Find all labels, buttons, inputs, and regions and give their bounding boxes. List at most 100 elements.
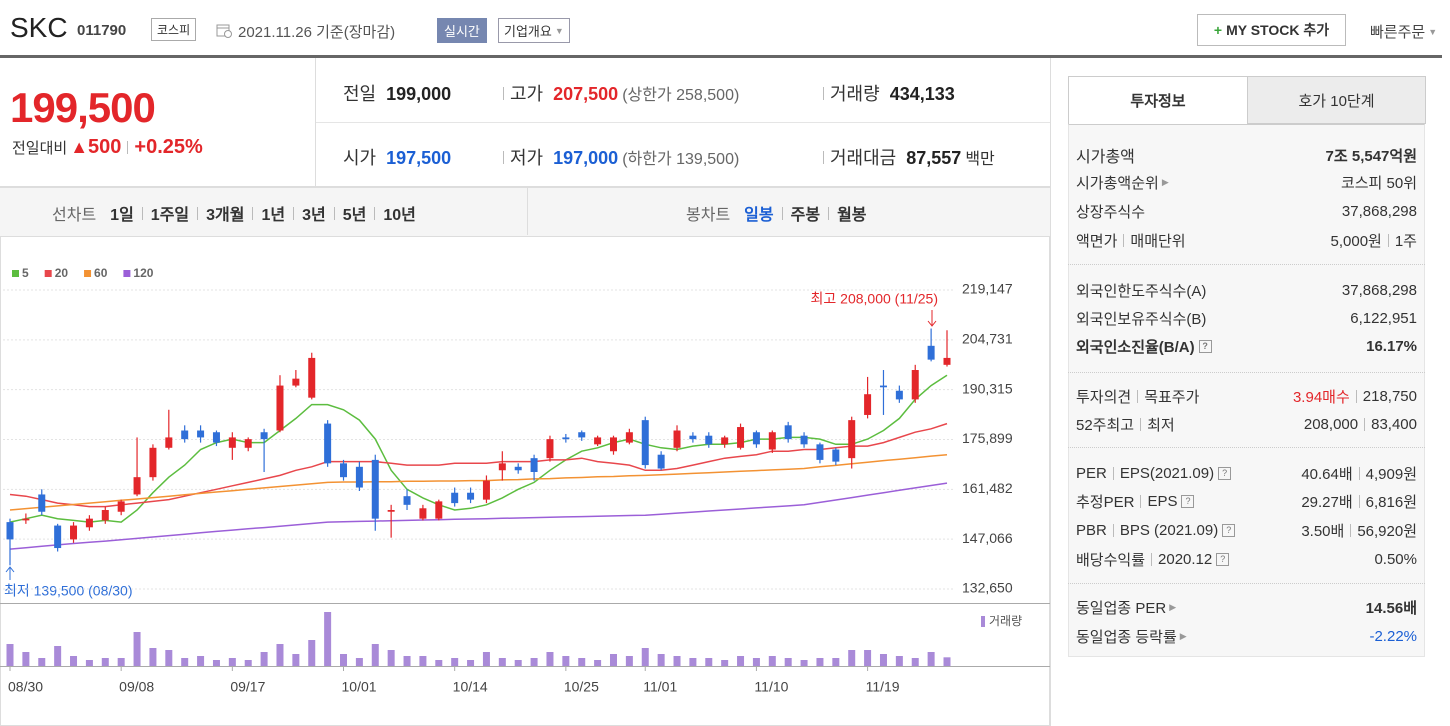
x-tick-label: 08/30 [8,679,43,695]
label: 액면가 [1076,233,1118,250]
high-annotation: 최고 208,000 (11/25) [811,291,938,307]
volume-bar [165,650,173,666]
label-group[interactable]: 동일업종 PER ▶ [1076,597,1176,618]
label: 전일 [343,84,377,104]
change-label: 전일대비 [12,140,68,157]
change-line: 전일대비 ▲ 500 +0.25% [12,136,203,159]
volume-bar [768,656,776,666]
quick-order-label: 빠른주문 [1370,24,1426,41]
label-group: 액면가 매매단위 [1076,230,1186,251]
label-group[interactable]: 동일업종 등락률 ▶ [1076,626,1187,647]
period-button[interactable]: 1주일 [150,207,190,224]
realtime-badge[interactable]: 실시간 [437,18,487,43]
quick-order[interactable]: 빠른주문 ▼ [1370,21,1437,42]
volume-bar [737,656,745,666]
help-icon[interactable]: ? [1218,467,1232,480]
mystock-button[interactable]: + MY STOCK 추가 [1197,14,1346,46]
period-button[interactable]: 10년 [383,207,416,224]
period-button[interactable]: 1년 [261,207,286,224]
chart-toolbar [0,187,1050,237]
separator [1137,390,1139,403]
candle-body [911,370,919,400]
volume-bar [387,650,395,666]
company-label: 기업개요 [504,24,552,39]
volume-bar [244,660,252,666]
company-button[interactable]: 기업개요 ▼ [498,18,570,43]
volume-bar [324,612,332,666]
value-group: 208,000 83,400 [1304,414,1417,435]
info-row: 시가총액순위 ▶ 코스피 50위 [1076,172,1417,193]
volume-bar [292,654,300,666]
current-price: 199,500 [10,84,156,131]
volume-bar [546,652,554,666]
candle-body [625,432,633,443]
candle-body [435,501,443,519]
value-group: 40.64배 4,909원 [1301,463,1417,484]
period-button[interactable]: 일봉 [744,207,774,224]
candle-body [54,525,62,549]
legend-label: 20 [55,266,69,280]
label-group: 52주최고 최저 [1076,414,1175,435]
help-icon[interactable]: ? [1222,524,1236,537]
moving-average-line [9,422,948,508]
period-button[interactable]: 3년 [302,207,326,224]
volume-bar [260,652,268,666]
period-button[interactable]: 주봉 [790,207,821,224]
label-group[interactable]: 시가총액순위 ▶ [1076,172,1169,193]
mystock-label: MY STOCK 추가 [1226,22,1330,38]
candle-body [228,437,236,448]
dropdown-icon: ▼ [554,25,564,36]
help-icon[interactable]: ? [1216,553,1230,566]
candle-body [292,378,300,386]
label: 시가총액 [1076,149,1135,166]
separator [293,206,295,220]
separator [823,87,824,100]
legend-swatch [84,270,92,277]
label: 배당수익률 [1076,552,1146,569]
value: 218,750 [1362,388,1417,405]
period-button[interactable]: 월봉 [837,207,867,224]
candle-body [562,437,570,440]
volume-bar [435,660,443,666]
candle-body [324,423,332,464]
volume-bar [85,660,93,666]
separator [1358,495,1360,508]
tab-selected[interactable]: 투자정보 [1068,76,1248,124]
candle-body [165,437,173,448]
x-tick-label: 09/17 [230,679,265,695]
x-tick-label: 10/25 [564,679,599,695]
y-tick-label: 219,147 [962,281,1013,297]
value: 40.64배 [1301,466,1353,483]
volume-bar [419,656,427,666]
separator [1151,553,1153,566]
label: 외국인한도주식수(A) [1076,283,1207,300]
x-tick-label: 11/01 [643,679,677,695]
date-text: 2021.11.26 기준(장마감) [238,24,396,41]
candle-body [514,466,522,471]
section-divider [1068,264,1425,265]
label: 목표주가 [1144,389,1200,406]
tab[interactable]: 호가 10단계 [1247,76,1426,124]
help-icon[interactable]: ? [1181,495,1195,508]
volume-bar [816,658,824,666]
period-button[interactable]: 3개월 [206,207,245,224]
candle-body [387,510,395,512]
candle-body [737,427,745,448]
volume-bar [752,658,760,666]
period-button[interactable]: 5년 [342,207,367,224]
value: 434,133 [889,84,955,104]
volume-bar [784,658,792,666]
candle-body [6,522,14,540]
volume-bar [355,658,363,666]
volume-bar [864,650,872,666]
period-button[interactable]: 1일 [110,207,134,224]
volume-bar [54,646,62,666]
value: 56,920원 [1357,523,1417,540]
label: EPS(2021.09) [1119,465,1215,482]
label: 고가 [510,84,544,104]
help-icon[interactable]: ? [1198,340,1212,353]
volume-legend-swatch [981,616,985,627]
volume-bar [228,658,236,666]
quote-item: 고가 207,500 (상한가 258,500) [497,80,739,106]
link-icon: ▶ [1169,602,1177,612]
